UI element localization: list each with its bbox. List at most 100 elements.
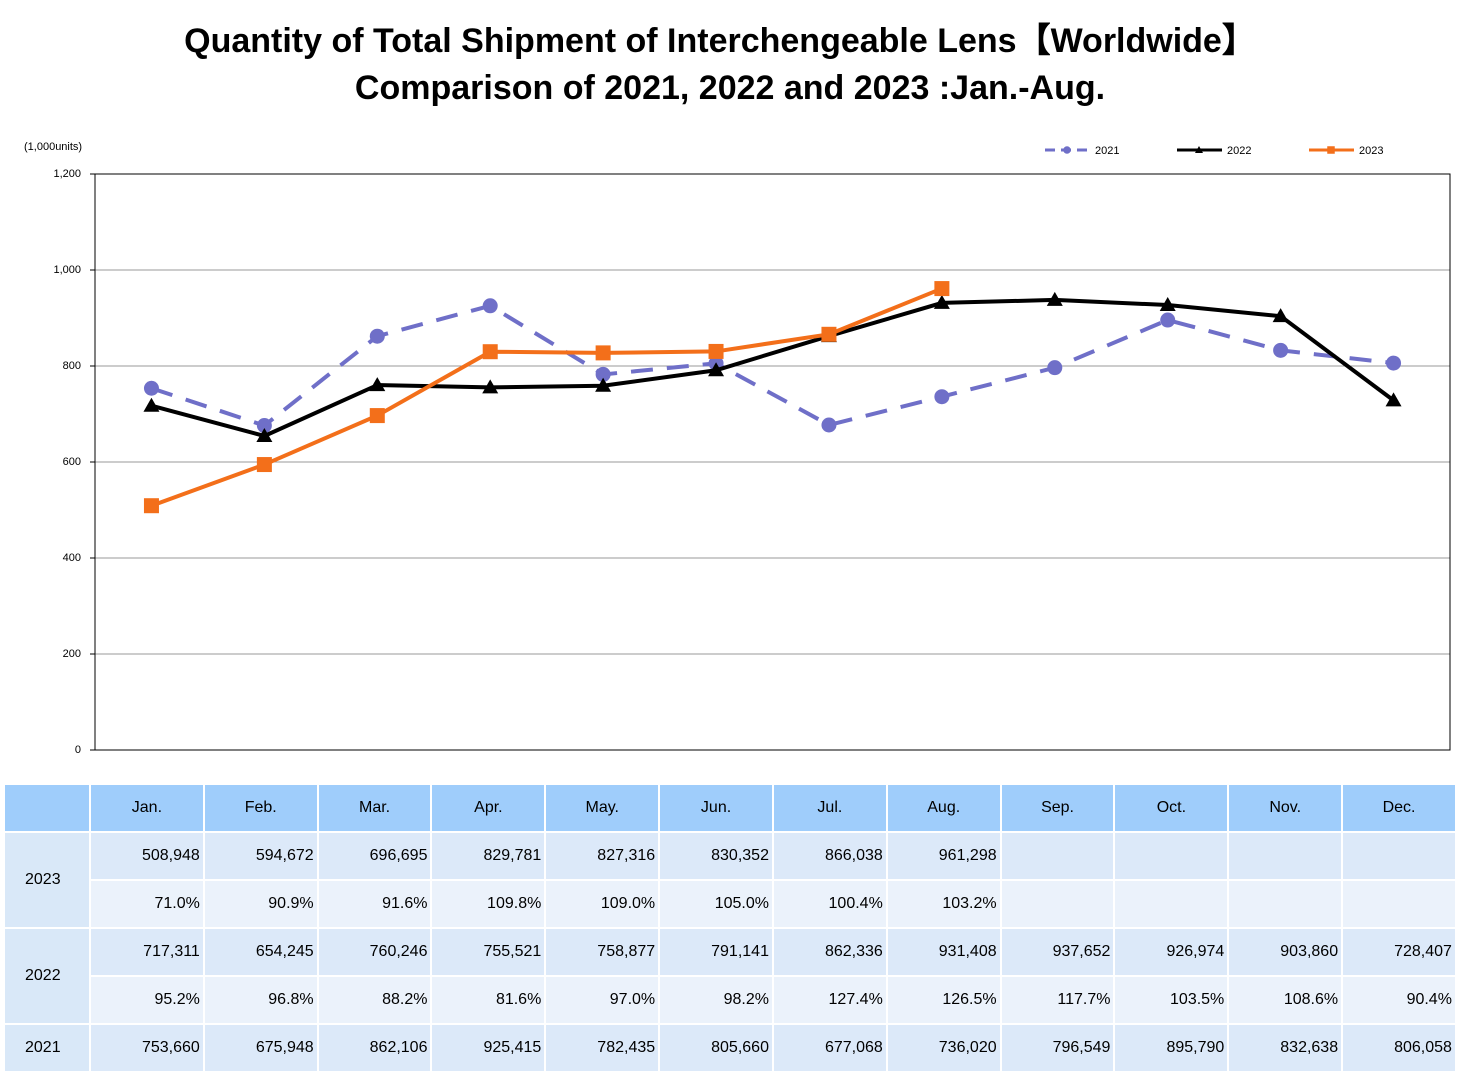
y-tick-label: 400 <box>63 552 81 564</box>
legend-label: 2023 <box>1359 145 1383 157</box>
table-cell: 97.0% <box>546 977 659 1023</box>
series-marker <box>821 417 837 433</box>
table-cell: 103.5% <box>1115 977 1228 1023</box>
series-marker <box>1046 291 1063 306</box>
table-cell: 805,660 <box>660 1025 772 1071</box>
table-cell: 108.6% <box>1229 977 1342 1023</box>
legend-label: 2022 <box>1227 145 1251 157</box>
row-label: 2022 <box>5 929 89 1023</box>
series-marker <box>708 343 724 359</box>
row-label: 2023 <box>5 833 89 927</box>
table-row: 71.0% 90.9% 91.6% 109.8% 109.0% 105.0% 100.4% 1… <box>5 881 1455 927</box>
table-cell: 760,246 <box>318 929 431 975</box>
series-marker <box>1272 308 1289 323</box>
table-cell: 88.2% <box>318 977 431 1023</box>
chart-title: Quantity of Total Shipment of Intercheng… <box>184 22 1256 60</box>
series-marker <box>595 345 611 361</box>
table-cell: 926,974 <box>1115 929 1228 975</box>
plot-frame <box>94 173 1451 751</box>
table-cell: 758,877 <box>546 929 659 975</box>
y-tick-label: 800 <box>63 360 81 372</box>
legend-label: 2021 <box>1095 145 1119 157</box>
table-cell: 728,407 <box>1343 929 1455 975</box>
table-cell: 791,141 <box>660 929 772 975</box>
table-cell: 866,038 <box>773 833 886 879</box>
series-line <box>150 303 1394 428</box>
series-marker <box>1273 342 1289 358</box>
series-marker <box>1160 312 1176 328</box>
chart: Quantity of Total Shipment of Intercheng… <box>24 22 1451 756</box>
header-cell: Nov. <box>1229 785 1342 831</box>
table-cell: 91.6% <box>318 881 431 927</box>
series-marker <box>256 418 272 434</box>
header-cell: May. <box>546 785 659 831</box>
series-marker <box>256 457 272 473</box>
table-cell: 830,352 <box>660 833 772 879</box>
table-cell: 594,672 <box>204 833 317 879</box>
series-marker <box>369 377 386 392</box>
table-cell: 829,781 <box>432 833 545 879</box>
table-cell: 109.0% <box>546 881 659 927</box>
table-cell: 90.4% <box>1343 977 1455 1023</box>
table-cell: 736,020 <box>887 1025 1000 1071</box>
table-cell: 862,106 <box>318 1025 431 1071</box>
series-marker <box>143 397 160 412</box>
header-cell: Mar. <box>318 785 431 831</box>
series-marker <box>934 389 950 405</box>
header-cell: Jun. <box>660 785 772 831</box>
legend-marker <box>1327 146 1335 154</box>
table-cell: 117.7% <box>1001 977 1114 1023</box>
table-cell: 654,245 <box>204 929 317 975</box>
table-cell: 753,660 <box>91 1025 203 1071</box>
table-cell: 931,408 <box>887 929 1000 975</box>
table-cell: 895,790 <box>1115 1025 1228 1071</box>
header-cell: Feb. <box>204 785 317 831</box>
header-cell: Sep. <box>1001 785 1114 831</box>
table-row: 2022 717,311 654,245 760,246 755,521 758,877 7… <box>5 929 1455 1023</box>
series-marker <box>1159 297 1176 312</box>
table-cell: 81.6% <box>432 977 545 1023</box>
chart-subtitle: Comparison of 2021, 2022 and 2023 :Jan.-… <box>355 69 1105 107</box>
table-cell: 96.8% <box>204 977 317 1023</box>
y-tick-label: 1,200 <box>53 168 81 180</box>
table-cell <box>1229 881 1342 927</box>
series-marker <box>934 281 950 297</box>
table-cell <box>1001 881 1114 927</box>
table-cell <box>1001 833 1114 879</box>
table-cell: 508,948 <box>91 833 203 879</box>
table-cell <box>1343 833 1455 879</box>
table-cell: 806,058 <box>1343 1025 1455 1071</box>
table-cell: 98.2% <box>660 977 772 1023</box>
table-cell: 827,316 <box>546 833 659 879</box>
table-cell: 675,948 <box>204 1025 317 1071</box>
header-cell: Dec. <box>1343 785 1455 831</box>
series-marker <box>708 362 725 377</box>
series-marker <box>369 328 385 344</box>
series-marker <box>482 379 499 394</box>
table-cell: 105.0% <box>660 881 772 927</box>
table-cell <box>1343 881 1455 927</box>
y-tick-label: 0 <box>75 744 81 756</box>
series-marker <box>1047 360 1063 376</box>
series-marker <box>821 326 837 342</box>
table-cell <box>1115 881 1228 927</box>
legend-marker <box>1063 146 1071 154</box>
table-cell: 127.4% <box>773 977 886 1023</box>
table-cell: 796,549 <box>1001 1025 1114 1071</box>
header-cell: Aug. <box>887 785 1000 831</box>
table-cell: 937,652 <box>1001 929 1114 975</box>
table-cell: 755,521 <box>432 929 545 975</box>
table-cell: 126.5% <box>887 977 1000 1023</box>
series-marker <box>143 498 159 514</box>
table-cell: 90.9% <box>204 881 317 927</box>
series-marker <box>1385 392 1402 407</box>
series-marker <box>933 294 950 309</box>
table-cell: 717,311 <box>91 929 203 975</box>
series-marker <box>482 344 498 360</box>
table-cell <box>1115 833 1228 879</box>
table-row: 95.2% 96.8% 88.2% 81.6% 97.0% 98.2% 127.4% 126.… <box>5 977 1455 1023</box>
y-tick-label: 1,000 <box>53 264 81 276</box>
series-marker <box>482 298 498 314</box>
table-cell: 832,638 <box>1229 1025 1342 1071</box>
